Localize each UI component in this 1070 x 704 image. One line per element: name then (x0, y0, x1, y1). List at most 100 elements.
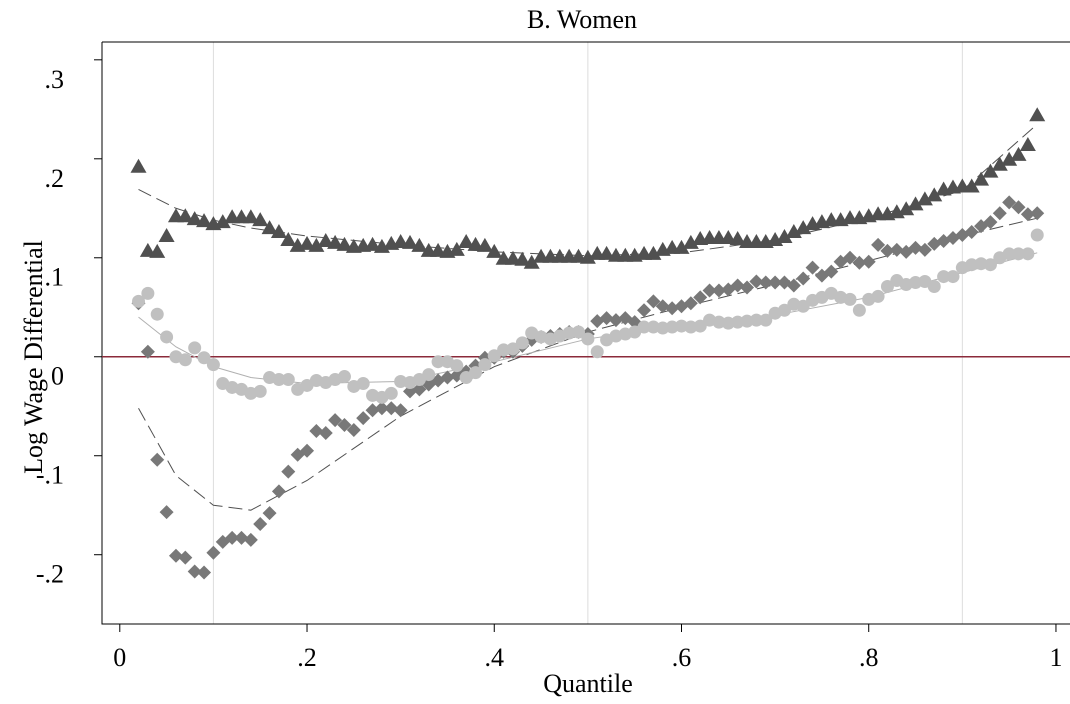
point (130, 158, 147, 173)
point (684, 320, 698, 334)
point (356, 411, 371, 426)
point (458, 233, 475, 248)
x-tick-label: 0 (113, 643, 126, 672)
point (721, 316, 735, 330)
point (645, 245, 662, 260)
point (328, 413, 343, 428)
point (693, 290, 708, 305)
point (1030, 228, 1044, 242)
point (132, 294, 146, 308)
x-tick-label: 1 (1049, 643, 1062, 672)
point (196, 213, 213, 228)
point (242, 209, 259, 224)
point (450, 359, 464, 373)
point (506, 342, 520, 356)
point (262, 506, 277, 521)
point (177, 208, 194, 223)
point (337, 370, 351, 384)
point (514, 251, 531, 266)
point (271, 484, 286, 499)
point (880, 279, 894, 293)
point (206, 358, 220, 372)
point (393, 403, 408, 418)
point (871, 237, 886, 252)
point (983, 215, 998, 230)
y-tick-label: -.1 (36, 461, 64, 490)
point (1011, 200, 1026, 215)
point (796, 299, 810, 313)
point (843, 292, 857, 306)
point (253, 517, 268, 532)
point (487, 349, 501, 363)
point (1029, 107, 1046, 122)
y-tick-label: -.2 (36, 560, 64, 589)
point (909, 276, 923, 290)
point (768, 275, 783, 290)
point (965, 258, 979, 272)
point (300, 443, 315, 458)
point (1019, 136, 1036, 151)
point (795, 220, 812, 235)
x-tick-label: .6 (672, 643, 692, 672)
point (234, 530, 249, 545)
point (898, 201, 915, 216)
point (374, 401, 389, 416)
point (159, 505, 174, 520)
point (991, 156, 1008, 171)
point (317, 232, 334, 247)
x-tick-label: .8 (859, 643, 879, 672)
point (871, 289, 885, 303)
point (188, 341, 202, 355)
point (422, 368, 436, 382)
fit-line (138, 217, 1038, 511)
point (777, 303, 791, 317)
point (402, 234, 418, 249)
x-tick-label: .4 (485, 643, 505, 672)
point (946, 270, 960, 284)
point (674, 319, 688, 333)
point (927, 279, 941, 293)
point (497, 343, 511, 357)
point (796, 271, 811, 286)
point (364, 236, 381, 251)
point (261, 220, 278, 235)
point (1030, 206, 1045, 221)
point (562, 326, 576, 340)
point (740, 280, 755, 295)
point (431, 355, 445, 369)
point (160, 330, 174, 344)
point (711, 283, 726, 298)
point (833, 254, 848, 269)
point (889, 242, 904, 257)
point (186, 211, 203, 226)
point (476, 237, 493, 252)
point (937, 270, 951, 284)
point (1021, 247, 1035, 261)
point (665, 320, 679, 334)
chart-title: B. Women (527, 5, 637, 34)
point (225, 530, 240, 545)
point (786, 278, 801, 293)
point (916, 191, 933, 206)
point (478, 358, 492, 372)
point (673, 239, 690, 254)
point (384, 386, 398, 400)
point (141, 286, 155, 300)
point (712, 315, 726, 329)
point (356, 376, 370, 390)
point (272, 373, 286, 387)
point (646, 320, 660, 334)
point (469, 366, 483, 380)
point (140, 344, 155, 359)
point (252, 212, 269, 227)
point (1010, 146, 1027, 161)
point (731, 315, 745, 329)
point (852, 255, 867, 270)
x-axis-title: Quantile (543, 669, 633, 698)
point (598, 245, 615, 260)
point (178, 550, 193, 565)
point (880, 243, 895, 258)
point (608, 313, 623, 328)
point (299, 235, 316, 250)
point (253, 384, 267, 398)
